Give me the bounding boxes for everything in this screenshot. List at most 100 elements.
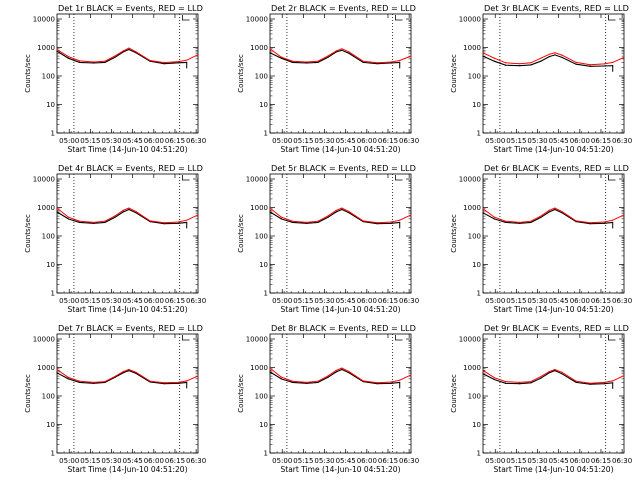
events-data-point — [519, 65, 520, 66]
lld-data-point — [410, 56, 411, 57]
lld-data-point — [482, 208, 483, 209]
y-tick-label: 10000 — [459, 336, 481, 344]
plot-frame — [57, 334, 198, 453]
x-axis-label: Start Time (14-Jun-10 04:51:20) — [281, 465, 401, 474]
events-data-point — [292, 222, 293, 223]
lld-data-point — [79, 60, 80, 61]
y-tick-label: 10000 — [33, 16, 55, 24]
lld-data-point — [576, 62, 577, 63]
x-tick-label: 05:30 — [314, 137, 334, 145]
lld-data-point — [327, 56, 328, 57]
detector-panel-3: Det 3r BLACK = Events, RED = LLD 1 10 100 10… — [426, 0, 639, 160]
y-tick-label: 10 — [46, 101, 55, 109]
events-data-point — [494, 61, 495, 62]
plot-frame — [270, 334, 411, 453]
x-tick-label: 05:45 — [123, 457, 143, 465]
y-tick-label: 1 — [51, 130, 55, 138]
lld-data-point — [281, 377, 282, 378]
lld-data-point — [327, 216, 328, 217]
x-tick-label: 06:30 — [612, 457, 632, 465]
events-data-point — [68, 378, 69, 379]
x-tick-label: 05:00 — [485, 137, 505, 145]
events-data-point — [317, 382, 318, 383]
events-data-point — [269, 211, 270, 212]
lld-data-point — [519, 63, 520, 64]
lld-data-point — [186, 220, 187, 221]
plot-frame — [270, 174, 411, 293]
x-tick-label: 05:15 — [80, 457, 100, 465]
y-tick-label: 1 — [477, 290, 481, 298]
y-tick-label: 10 — [472, 421, 481, 429]
lld-data-point — [56, 369, 57, 370]
events-data-point — [164, 63, 165, 64]
y-tick-label: 10000 — [246, 16, 268, 24]
lld-data-point — [128, 48, 129, 49]
x-tick-label: 06:00 — [570, 297, 590, 305]
lld-data-point — [554, 369, 555, 370]
lld-data-point — [317, 381, 318, 382]
y-tick-label: 10000 — [246, 336, 268, 344]
lld-data-point — [549, 210, 550, 211]
lld-data-point — [150, 60, 151, 61]
events-data-point — [281, 218, 282, 219]
events-data-point — [56, 211, 57, 212]
lld-data-point — [68, 56, 69, 57]
events-data-point — [482, 56, 483, 57]
lld-data-point — [505, 62, 506, 63]
lld-data-point — [549, 371, 550, 372]
chart-title: Det 4r BLACK = Events, RED = LLD — [58, 163, 203, 173]
chart-title: Det 6r BLACK = Events, RED = LLD — [484, 163, 629, 173]
events-data-point — [104, 62, 105, 63]
x-tick-label: 06:15 — [378, 137, 398, 145]
y-axis-label: Counts/sec — [24, 214, 32, 253]
lld-data-point — [269, 208, 270, 209]
x-tick-label: 05:00 — [485, 297, 505, 305]
events-data-point — [391, 383, 392, 384]
y-tick-label: 100 — [42, 73, 55, 81]
lld-data-point — [292, 381, 293, 382]
detector-chart-svg: Det 2r BLACK = Events, RED = LLD11010010… — [213, 0, 426, 160]
x-tick-label: 05:00 — [59, 137, 79, 145]
events-data-point — [540, 217, 541, 218]
lld-data-point — [399, 220, 400, 221]
events-data-point — [540, 378, 541, 379]
lld-data-point — [197, 214, 198, 215]
x-tick-label: 06:15 — [591, 297, 611, 305]
y-tick-label: 100 — [42, 233, 55, 241]
lld-data-point — [590, 222, 591, 223]
detector-panel-2: Det 2r BLACK = Events, RED = LLD 1 10 100 10… — [213, 0, 426, 160]
lld-data-point — [178, 382, 179, 383]
lld-data-point — [197, 376, 198, 377]
detector-panel-1: Det 1r BLACK = Events, RED = LLD 1 10 100 10… — [0, 0, 213, 160]
y-axis-label: Counts/sec — [237, 54, 245, 93]
lld-data-point — [93, 61, 94, 62]
y-tick-label: 1 — [51, 450, 55, 458]
y-tick-label: 10 — [472, 261, 481, 269]
lld-data-point — [292, 61, 293, 62]
lld-data-point — [128, 208, 129, 209]
detector-panel-8: Det 8r BLACK = Events, RED = LLD 1 10 100 10… — [213, 320, 426, 480]
x-tick-label: 05:15 — [506, 137, 526, 145]
events-data-point — [549, 56, 550, 57]
lld-data-point — [561, 211, 562, 212]
chart-title: Det 9r BLACK = Events, RED = LLD — [484, 323, 629, 333]
y-tick-label: 1000 — [37, 204, 55, 212]
lld-data-point — [576, 381, 577, 382]
x-tick-label: 05:30 — [314, 297, 334, 305]
events-data-point — [341, 209, 342, 210]
x-tick-label: 06:30 — [399, 297, 419, 305]
lld-data-point — [494, 58, 495, 59]
lld-data-point — [612, 380, 613, 381]
x-tick-label: 06:15 — [378, 297, 398, 305]
x-tick-label: 05:30 — [101, 297, 121, 305]
y-tick-label: 10 — [46, 421, 55, 429]
x-tick-label: 05:45 — [336, 297, 356, 305]
events-data-point — [549, 211, 550, 212]
detector-plot-grid: Det 1r BLACK = Events, RED = LLD 1 10 100 10… — [0, 0, 640, 480]
events-data-point — [348, 53, 349, 54]
corner-bracket-marker — [182, 15, 189, 20]
events-data-point — [68, 218, 69, 219]
y-axis-label: Counts/sec — [450, 54, 458, 93]
events-data-point — [317, 62, 318, 63]
lld-data-point — [114, 56, 115, 57]
